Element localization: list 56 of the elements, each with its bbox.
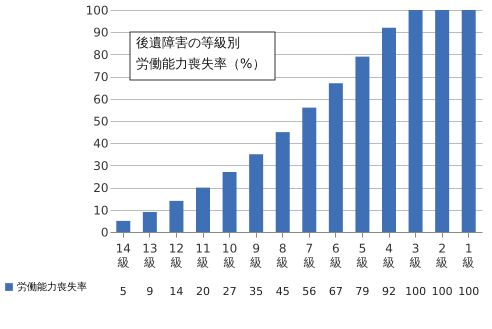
x-tick-label: 3級 xyxy=(410,242,422,270)
x-tick-label: 2級 xyxy=(436,242,448,270)
y-tick-label: 30 xyxy=(93,158,108,173)
data-label: 92 xyxy=(382,285,396,298)
text: 労働能力喪失率（%） xyxy=(136,56,266,72)
text: 後遺障害の等級別 xyxy=(136,35,240,51)
data-label: 45 xyxy=(276,285,290,298)
data-label: 14 xyxy=(169,285,184,298)
x-tick-label: 6級 xyxy=(330,242,342,270)
data-label: 9 xyxy=(146,285,154,298)
bar xyxy=(408,10,423,232)
legend-label: 労働能力喪失率 xyxy=(17,281,87,293)
y-tick-label: 90 xyxy=(93,26,108,40)
bar xyxy=(142,212,157,232)
y-tick-label: 80 xyxy=(93,48,108,62)
bar xyxy=(302,108,316,232)
x-tick-label: 8級 xyxy=(276,242,289,270)
bar xyxy=(435,10,450,232)
data-label: 100 xyxy=(432,285,453,298)
bar xyxy=(222,172,237,232)
x-tick-label: 14級 xyxy=(116,242,131,270)
x-tick-label: 12級 xyxy=(168,242,184,270)
data-label: 67 xyxy=(328,285,343,298)
y-tick-label: 50 xyxy=(93,114,108,128)
x-tick-label: 1級 xyxy=(462,242,475,270)
data-label: 56 xyxy=(302,285,316,298)
data-label: 100 xyxy=(405,285,426,298)
y-tick-label: 70 xyxy=(93,70,108,84)
data-label: 79 xyxy=(355,285,370,298)
x-tick-label: 4級 xyxy=(383,242,395,270)
bar xyxy=(355,56,370,232)
bar xyxy=(249,154,264,232)
data-label: 100 xyxy=(458,285,480,298)
x-tick-label: 5級 xyxy=(356,242,368,270)
bar xyxy=(328,83,343,232)
y-tick-label: 20 xyxy=(93,181,108,196)
x-tick-label: 13級 xyxy=(142,242,158,270)
data-label: 35 xyxy=(249,285,264,298)
y-tick-label: 100 xyxy=(86,4,108,18)
bar xyxy=(196,188,210,232)
bar xyxy=(382,28,396,232)
x-tick-label: 11級 xyxy=(195,242,211,270)
data-label: 5 xyxy=(120,285,127,298)
x-tick-label: 10級 xyxy=(222,242,238,270)
bar xyxy=(116,220,130,232)
bar xyxy=(276,132,290,232)
y-tick-label: 60 xyxy=(93,92,108,106)
y-tick-label: 0 xyxy=(100,226,108,240)
x-tick-label: 7級 xyxy=(303,242,316,270)
data-label: 27 xyxy=(222,285,237,298)
y-tick-label: 10 xyxy=(93,203,108,218)
data-label: 20 xyxy=(196,285,210,298)
x-tick-label: 9級 xyxy=(250,242,262,270)
bar xyxy=(462,10,476,232)
bar xyxy=(169,200,184,232)
y-tick-label: 40 xyxy=(93,136,108,151)
